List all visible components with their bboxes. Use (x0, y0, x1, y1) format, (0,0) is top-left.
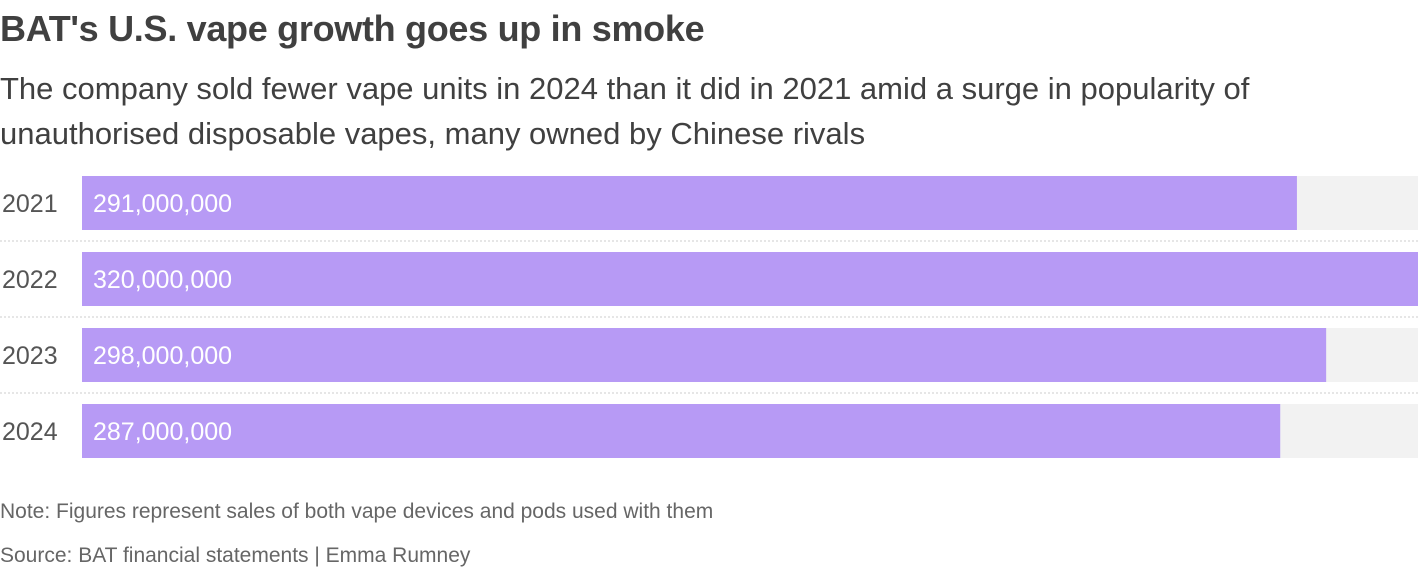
bar (82, 252, 1418, 306)
category-label: 2022 (2, 266, 58, 294)
value-label: 320,000,000 (93, 266, 232, 294)
chart-note: Note: Figures represent sales of both va… (0, 500, 714, 523)
bar-chart: 2021 291,000,000 2022 320,000,000 2023 298,00… (0, 176, 1420, 458)
category-label: 2021 (2, 190, 58, 218)
category-label: 2023 (2, 342, 58, 370)
bar (82, 328, 1327, 382)
value-label: 298,000,000 (93, 342, 232, 370)
category-label: 2024 (2, 418, 58, 446)
bar (82, 404, 1281, 458)
value-label: 291,000,000 (93, 190, 232, 218)
value-label: 287,000,000 (93, 418, 232, 446)
chart-subtitle: The company sold fewer vape units in 202… (0, 71, 1250, 151)
chart-source: Source: BAT financial statements | Emma … (0, 544, 471, 567)
chart-title: BAT's U.S. vape growth goes up in smoke (0, 8, 705, 49)
bar (82, 176, 1297, 230)
